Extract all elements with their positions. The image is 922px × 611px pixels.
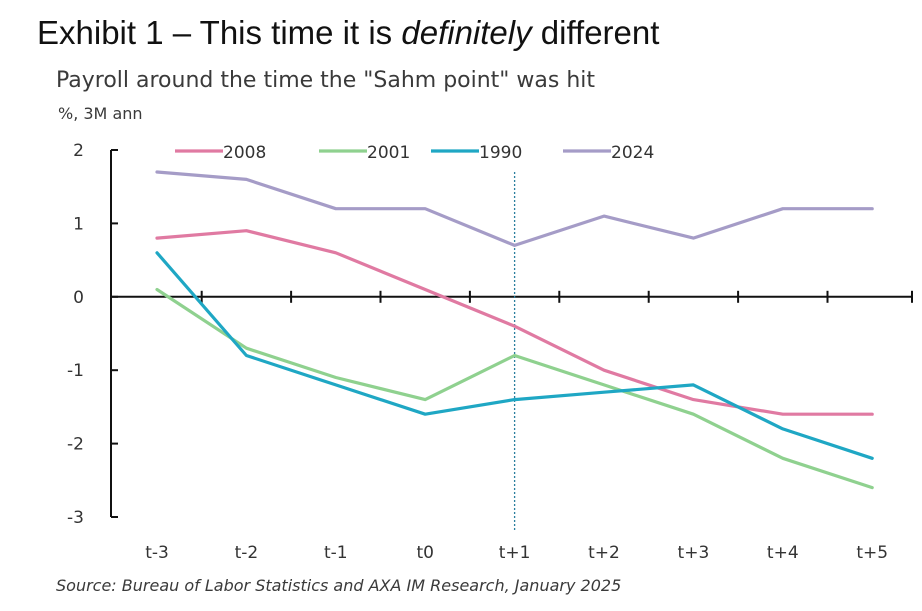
y-tick-label: -1 xyxy=(67,361,84,381)
chart-title: Payroll around the time the "Sahm point"… xyxy=(56,68,596,93)
exhibit-title-emphasis: definitely xyxy=(401,14,532,51)
y-tick-label: -2 xyxy=(67,435,84,455)
x-tick-label: t+1 xyxy=(499,543,531,563)
legend-label-2008: 2008 xyxy=(223,143,266,163)
legend-label-2024: 2024 xyxy=(611,143,654,163)
source-note: Source: Bureau of Labor Statistics and A… xyxy=(56,576,622,595)
exhibit-title-suffix: different xyxy=(531,14,660,51)
series-lines xyxy=(155,170,874,490)
y-tick-label: -3 xyxy=(67,508,84,528)
x-tick-label: t+5 xyxy=(856,543,888,563)
series-line-2024 xyxy=(155,170,874,247)
exhibit-title-prefix: Exhibit 1 – This time it is xyxy=(37,14,402,51)
series-line-1990 xyxy=(155,251,874,460)
x-tick-label: t+3 xyxy=(678,543,710,563)
x-tick-label: t-2 xyxy=(235,543,259,563)
chart-axes: 2 1 0 -1 -2 -3 t-3 t-2 t-1 t0 t+1 t+2 t+3 t+4 t+5 xyxy=(67,141,913,563)
exhibit-title: Exhibit 1 – This time it is definitely d… xyxy=(37,14,659,52)
x-tick-label: t+2 xyxy=(588,543,620,563)
x-tick-label: t-3 xyxy=(145,543,169,563)
x-tick-label: t0 xyxy=(416,543,433,563)
y-axis-label: %, 3M ann xyxy=(58,104,143,123)
chart-legend: 2008 2001 1990 2024 xyxy=(175,143,654,163)
y-tick-label: 1 xyxy=(73,214,84,234)
y-tick-label: 2 xyxy=(73,141,84,161)
x-tick-label: t+4 xyxy=(767,543,799,563)
x-tick-label: t-1 xyxy=(324,543,348,563)
series-line-2008 xyxy=(155,229,874,416)
legend-label-1990: 1990 xyxy=(479,143,522,163)
legend-label-2001: 2001 xyxy=(367,143,410,163)
y-tick-label: 0 xyxy=(73,288,84,308)
series-line-2001 xyxy=(155,287,874,490)
